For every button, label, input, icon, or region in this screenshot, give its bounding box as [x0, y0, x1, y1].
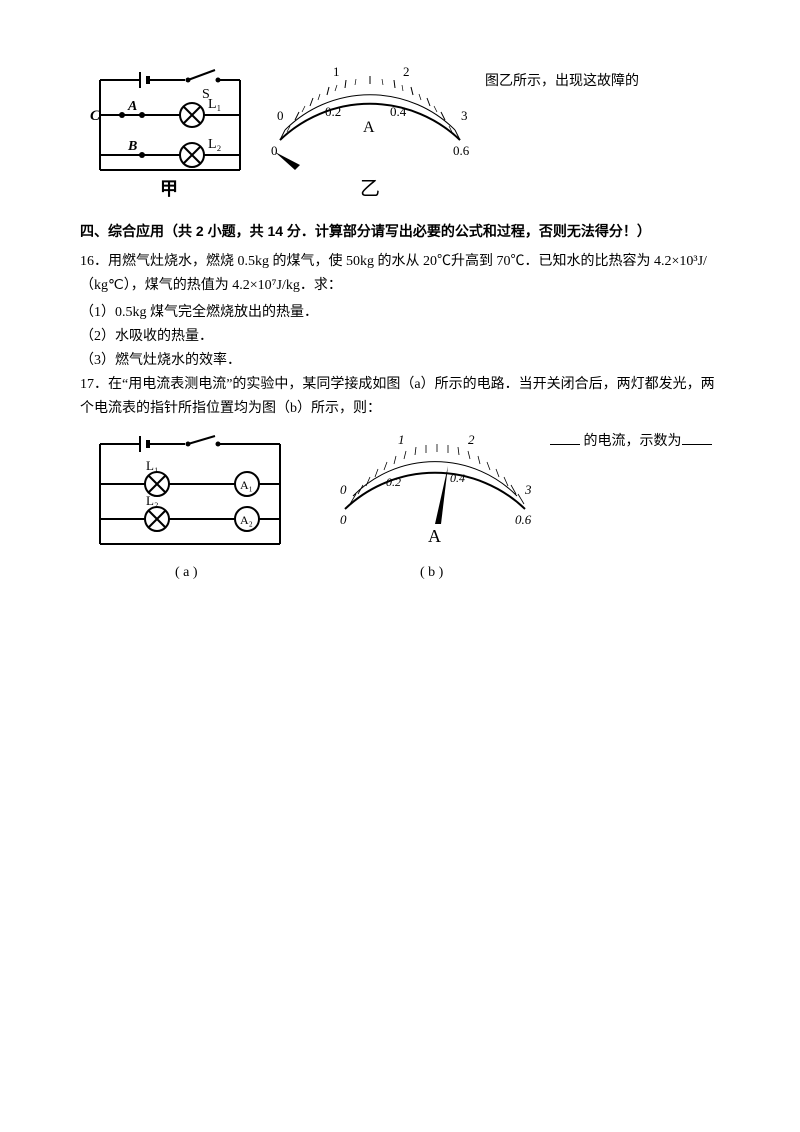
q16-sub2: （2）水吸收的热量． [80, 325, 720, 349]
figure-row-1: S C A L₁ B [80, 60, 720, 210]
tick-top-1: 1 [333, 64, 340, 79]
label-a: A [127, 99, 137, 114]
label-c: C [90, 108, 101, 124]
ammeter-yi-svg: 0 1 2 3 0 0.2 0.4 0.6 A 乙 [255, 60, 485, 205]
q16-num: 16． [80, 254, 108, 269]
needle-b-icon [435, 466, 448, 524]
label-l1b: L₁ [146, 458, 158, 473]
q17-stem: 在“用电流表测电流”的实验中，某同学接成如图（a）所示的电路．当开关闭合后，两灯… [80, 377, 715, 416]
figure-row-2: L₁ A₁ L₂ A₂ ( a ) [80, 424, 720, 589]
b-bot-02: 0.2 [386, 475, 401, 489]
q15-trail-text: 图乙所示，出现这故障的 [485, 60, 639, 90]
tick-bot-0: 0 [271, 143, 278, 158]
ammeter-yi: 0 1 2 3 0 0.2 0.4 0.6 A 乙 [255, 60, 485, 210]
blank-1 [550, 430, 580, 445]
ammeter-b-svg: 0 1 2 3 0 0.2 0.4 0.6 A ( b ) [320, 424, 550, 584]
q17-trail: 的电流，示数为 [550, 424, 720, 450]
blank-2 [682, 430, 712, 445]
tick-bot-02: 0.2 [325, 104, 341, 119]
circuit-a: L₁ A₁ L₂ A₂ ( a ) [80, 424, 300, 589]
label-a1: A₁ [240, 478, 253, 492]
caption-b: ( b ) [420, 565, 444, 580]
b-bot-04: 0.4 [450, 471, 465, 485]
tick-top-2: 2 [403, 64, 410, 79]
b-bot-06: 0.6 [515, 512, 532, 527]
caption-jia: 甲 [160, 179, 178, 199]
page: S C A L₁ B [0, 0, 800, 629]
q16-sub3: （3）燃气灶烧水的效率． [80, 349, 720, 373]
circuit-jia: S C A L₁ B [80, 60, 255, 210]
q17-num: 17． [80, 377, 108, 392]
label-l1: L₁ [208, 97, 221, 112]
circuit-a-svg: L₁ A₁ L₂ A₂ ( a ) [80, 424, 300, 584]
tick-top-0: 0 [277, 108, 284, 123]
b-unit: A [428, 526, 441, 546]
tick-bot-04: 0.4 [390, 104, 407, 119]
ammeter-unit: A [363, 119, 375, 136]
label-b: B [127, 139, 137, 154]
caption-a: ( a ) [175, 565, 198, 580]
circuit-jia-svg: S C A L₁ B [80, 60, 255, 205]
q16: 16．用燃气灶烧水，燃烧 0.5kg 的煤气，使 50kg 的水从 20℃升高到… [80, 250, 720, 298]
section-4-header: 四、综合应用（共 2 小题，共 14 分．计算部分请写出必要的公式和过程，否则无… [80, 220, 720, 244]
q16-stem: 用燃气灶烧水，燃烧 0.5kg 的煤气，使 50kg 的水从 20℃升高到 70… [80, 254, 707, 293]
b-bot-0: 0 [340, 512, 347, 527]
needle-icon [275, 152, 300, 170]
label-l2b: L₂ [146, 493, 158, 508]
b-top-0: 0 [340, 482, 347, 497]
ammeter-b: 0 1 2 3 0 0.2 0.4 0.6 A ( b ) [320, 424, 550, 589]
b-top-2: 2 [468, 432, 475, 447]
q16-sub1: （1）0.5kg 煤气完全燃烧放出的热量． [80, 301, 720, 325]
tick-bot-06: 0.6 [453, 143, 470, 158]
tick-top-3: 3 [461, 108, 468, 123]
b-top-1: 1 [398, 432, 405, 447]
label-a2: A₂ [240, 513, 253, 527]
q17-trail1: 的电流，示数为 [580, 434, 682, 449]
caption-yi: 乙 [360, 178, 380, 200]
b-top-3: 3 [524, 482, 532, 497]
q17: 17．在“用电流表测电流”的实验中，某同学接成如图（a）所示的电路．当开关闭合后… [80, 373, 720, 421]
label-l2: L₂ [208, 137, 222, 152]
